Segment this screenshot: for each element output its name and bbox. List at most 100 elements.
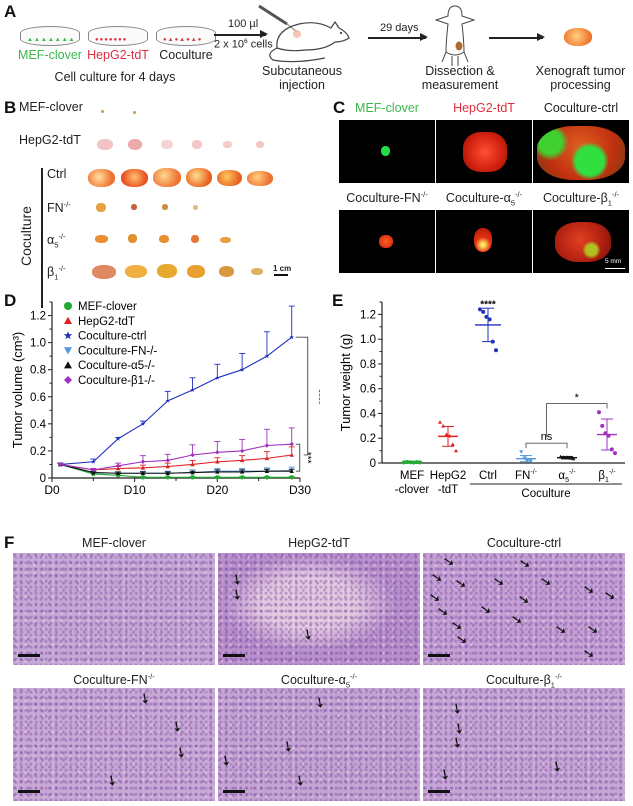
fluor-title-coculture-fn: Coculture-FN-/- [346,190,428,206]
data-point [190,462,195,467]
tumor-photo [157,264,177,278]
tumor-photo [128,139,142,150]
data-point [609,447,614,452]
legend-marker [64,302,72,310]
data-point [264,475,270,480]
arrow-icon: ➙ [600,585,620,606]
he-scalebar [428,654,450,657]
data-point [239,469,245,474]
legend-label: HepG2-tdT [78,316,135,328]
data-point [481,309,486,314]
fluor-signal [379,235,393,248]
data-point [140,421,146,426]
series-line [60,463,292,478]
y-tick-label: 0.2 [360,433,376,445]
arrow-icon: ➘ [447,698,467,719]
x-tick-label: D20 [206,483,228,497]
tumor-photo [96,203,106,212]
data-point [450,442,455,447]
scalebar-5mm-label: 5 mm [605,258,622,265]
data-point [91,470,96,475]
tumor-photo [256,141,264,148]
duration-arrow [368,34,428,40]
panel-c-label: C [333,98,346,117]
fluor-title-coculture-ctrl: Coculture-ctrl [543,101,619,115]
culture-caption: Cell culture for 4 days [54,70,176,84]
arrow-icon: ➙ [476,599,496,620]
fluor-image-coculture-beta1: 5 mm [533,210,629,273]
arrow-icon: ➘ [278,736,298,757]
data-point [289,441,294,447]
processing-arrow [489,34,545,40]
y-tick-label: 0.4 [360,408,377,420]
data-point [239,367,245,372]
arrow-icon: ➘ [102,770,122,791]
tumor-photo [153,168,181,187]
he-title-mef-clover: MEF-clover [82,536,146,550]
fluor-title-coculture-alpha5: Coculture-α5-/- [445,190,523,208]
fluor-image-coculture-alpha5 [436,210,532,273]
data-point [239,448,245,454]
legend-marker [64,361,72,369]
legend-marker [64,376,72,384]
fluor-signal [381,146,390,156]
y-tick-label: 0 [40,473,46,485]
tumor-photo [101,110,104,113]
data-point [289,334,294,340]
data-point [115,436,121,441]
data-point [115,471,121,476]
arrow-icon: ➘ [167,716,187,737]
arrow-icon: ➙ [427,567,447,588]
data-point [264,456,270,461]
significance-label: ns [541,431,553,443]
significance-label: * [575,392,580,404]
tumor-photo [162,204,168,210]
tumor-photo [219,266,234,277]
mouse-injection-icon [258,4,350,63]
data-point [140,459,146,464]
coculture-bracket [41,168,43,308]
y-tick-label: 1.0 [30,338,46,350]
data-point [289,452,294,457]
data-point [487,317,492,322]
data-point [140,471,146,476]
y-tick-label: 0.6 [30,392,46,404]
data-point [215,375,220,380]
tumor-photo [92,265,116,279]
data-point [597,410,601,415]
row-label-hepg2-tdt: HepG2-tdT [19,133,81,147]
tumor-photo [220,237,231,243]
row-label-alpha5: α5-/- [47,232,66,250]
tumor-photo [125,265,147,278]
significance-label: *** [302,452,313,464]
y-tick-label: 0 [370,458,376,470]
legend-label: MEF-clover [78,301,137,313]
y-tick-label: 1.0 [360,334,376,346]
dish-label-hepg2-tdt: HepG2-tdT [87,48,149,62]
data-point [190,475,195,480]
he-scalebar [428,790,450,793]
data-point [165,471,170,476]
tumor-photo [159,235,169,243]
arrow-icon: ➙ [579,643,599,664]
arrow-icon: ➙ [451,573,471,594]
he-image-coculture-alpha5: ➘ ➘ ➘ ➘ [218,688,420,801]
arrow-icon: ➘ [447,732,467,753]
category-label: -clover [395,484,430,496]
fluor-title-coculture-beta1: Coculture-β1-/- [542,190,620,208]
arrow-icon: ➙ [439,553,459,572]
data-point [215,469,220,474]
arrow-icon: ➘ [227,584,247,605]
data-point [165,475,170,480]
dish-coculture: ●▲●▲●▲● [156,26,216,46]
data-point [484,314,489,319]
legend-label: Coculture-FN-/- [78,345,157,357]
tumor-photo [133,111,136,114]
y-tick-label: 0.8 [360,359,376,371]
data-point [494,348,498,353]
fluor-signal [474,228,492,252]
tumor-photo [131,204,137,210]
series-line [60,336,293,466]
dissected-mouse-icon [434,5,476,66]
tumor-photo [192,140,202,149]
